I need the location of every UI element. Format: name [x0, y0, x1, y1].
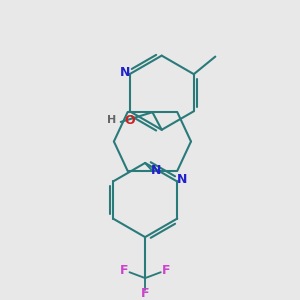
- Text: F: F: [141, 287, 149, 300]
- Text: N: N: [119, 66, 130, 79]
- Text: O: O: [124, 113, 135, 127]
- Text: N: N: [151, 164, 161, 177]
- Text: H: H: [106, 115, 116, 125]
- Text: F: F: [162, 264, 171, 277]
- Text: N: N: [177, 173, 187, 186]
- Text: F: F: [119, 264, 128, 277]
